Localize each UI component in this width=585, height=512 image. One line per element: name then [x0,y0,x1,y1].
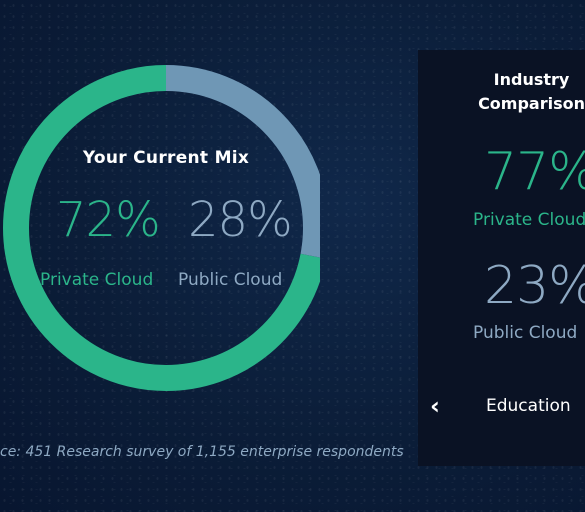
industry-comparison-title: Industry Comparison [418,68,585,116]
current-private-percentage: 72% [56,192,161,248]
industry-public-label: Public Cloud [473,323,578,343]
current-public-label: Public Cloud [178,270,283,290]
industry-public-percentage: 23% [484,256,585,316]
public-cloud-ring-segment [3,65,320,391]
current-public-percentage: 28% [188,192,293,248]
current-mix-donut-chart [3,65,320,391]
selected-industry-label: Education [486,396,571,416]
industry-private-percentage: 77% [484,142,585,202]
industry-selector: ‹ Education [430,394,585,418]
industry-private-label: Private Cloud [473,210,585,230]
industry-title-line2: Comparison [478,94,585,113]
industry-comparison-panel: Industry Comparison 77% Private Cloud 23… [418,50,585,466]
chevron-left-icon[interactable]: ‹ [430,392,440,420]
industry-title-line1: Industry [493,70,570,89]
current-private-label: Private Cloud [40,270,154,290]
current-mix-title: Your Current Mix [82,148,250,168]
source-footnote: ce: 451 Research survey of 1,155 enterpr… [0,444,404,460]
